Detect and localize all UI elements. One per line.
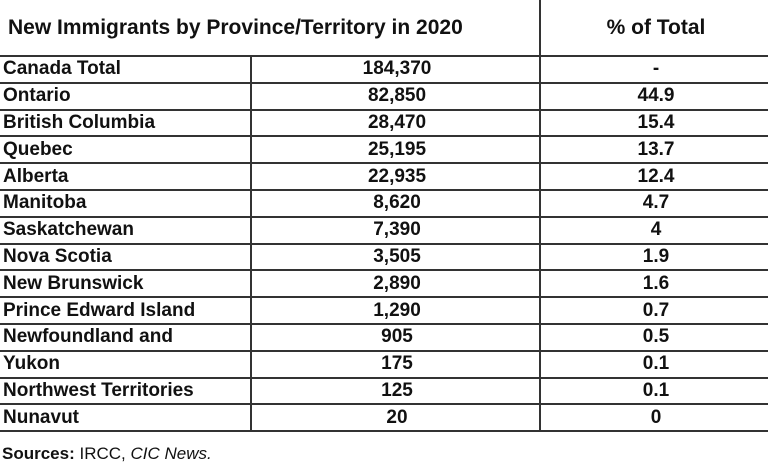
percent-cell: 1.6	[540, 270, 768, 299]
count-cell: 1,290	[251, 297, 541, 325]
count-cell: 8,620	[251, 189, 541, 218]
table-row: Saskatchewan 7,390 4	[0, 216, 768, 245]
count-cell: 20	[251, 404, 541, 433]
region-cell: Manitoba	[0, 189, 252, 218]
header-row: New Immigrants by Province/Territory in …	[0, 0, 768, 57]
table-row: Nova Scotia 3,505 1.9	[0, 243, 768, 272]
region-cell: British Columbia	[0, 109, 252, 138]
table-row: Canada Total 184,370-	[0, 56, 768, 84]
percent-cell: 0.5	[540, 323, 768, 352]
count-cell: 7,390	[251, 216, 541, 245]
count-cell: 184,370	[251, 56, 541, 84]
percent-cell: 12.4	[540, 163, 768, 191]
sources-italic: CIC News.	[130, 444, 212, 463]
count-cell: 2,890	[251, 270, 541, 299]
table-row: Alberta 22,935 12.4	[0, 163, 768, 191]
region-cell: Nunavut	[0, 404, 252, 433]
count-cell: 82,850	[251, 82, 541, 111]
sources-label: Sources:	[2, 444, 75, 463]
percent-cell: 4.7	[540, 189, 768, 218]
sources-plain: IRCC,	[74, 444, 131, 463]
table-row: Quebec 25,195 13.7	[0, 136, 768, 165]
immigration-table: New Immigrants by Province/Territory in …	[0, 0, 768, 433]
table-row: Northwest Territories 125 0.1	[0, 377, 768, 406]
percent-cell: 0.1	[540, 350, 768, 379]
table-row: New Brunswick 2,890 1.6	[0, 270, 768, 299]
region-cell: Saskatchewan	[0, 216, 252, 245]
percent-cell: 13.7	[540, 136, 768, 165]
table-row: Manitoba 8,620 4.7	[0, 189, 768, 218]
region-cell: Canada Total	[0, 56, 252, 84]
percent-cell: 0	[540, 404, 768, 433]
percent-cell: 0.7	[540, 297, 768, 325]
percent-cell: 4	[540, 216, 768, 245]
table-title-header: New Immigrants by Province/Territory in …	[0, 0, 541, 57]
sources-note: Sources: IRCC, CIC News.	[2, 444, 212, 464]
region-cell: Newfoundland and	[0, 323, 252, 352]
region-cell: Yukon	[0, 350, 252, 379]
table-row: Yukon 175 0.1	[0, 350, 768, 379]
region-cell: Ontario	[0, 82, 252, 111]
region-cell: Alberta	[0, 163, 252, 191]
table-row: Ontario 82,850 44.9	[0, 82, 768, 111]
count-cell: 175	[251, 350, 541, 379]
percent-cell: -	[540, 56, 768, 84]
table-row: Nunavut 20 0	[0, 404, 768, 433]
percent-cell: 44.9	[540, 82, 768, 111]
region-cell: Prince Edward Island	[0, 297, 252, 325]
count-cell: 22,935	[251, 163, 541, 191]
table-row: Prince Edward Island 1,290 0.7	[0, 297, 768, 325]
table-row: Newfoundland and 905 0.5	[0, 323, 768, 352]
percent-cell: 0.1	[540, 377, 768, 406]
region-cell: Quebec	[0, 136, 252, 165]
percent-header: % of Total	[540, 0, 768, 57]
count-cell: 25,195	[251, 136, 541, 165]
count-cell: 28,470	[251, 109, 541, 138]
count-cell: 125	[251, 377, 541, 406]
percent-cell: 1.9	[540, 243, 768, 272]
region-cell: New Brunswick	[0, 270, 252, 299]
region-cell: Nova Scotia	[0, 243, 252, 272]
count-cell: 905	[251, 323, 541, 352]
region-cell: Northwest Territories	[0, 377, 252, 406]
percent-cell: 15.4	[540, 109, 768, 138]
table-row: British Columbia 28,470 15.4	[0, 109, 768, 138]
count-cell: 3,505	[251, 243, 541, 272]
